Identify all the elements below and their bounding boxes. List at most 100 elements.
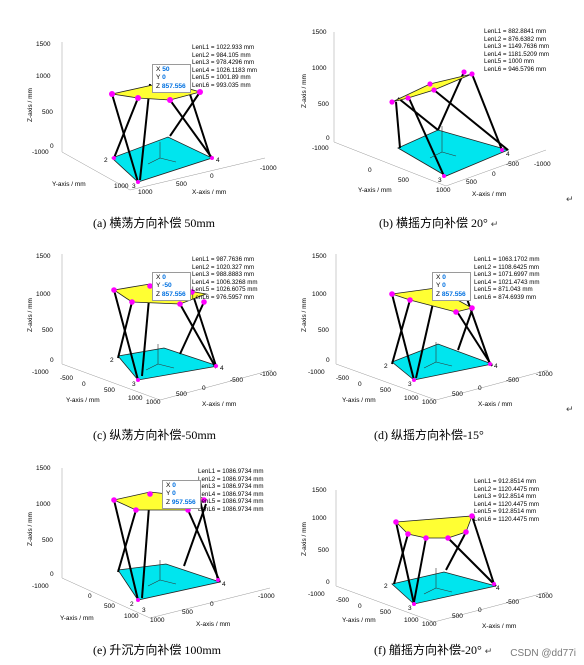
svg-text:-1000: -1000 [32, 583, 49, 590]
svg-text:1000: 1000 [312, 291, 327, 298]
svg-text:500: 500 [176, 181, 187, 188]
svg-text:-1000: -1000 [32, 149, 49, 156]
svg-text:0: 0 [210, 601, 214, 608]
svg-text:500: 500 [42, 537, 53, 544]
svg-text:3: 3 [142, 607, 146, 614]
joints [111, 283, 218, 382]
svg-text:500: 500 [104, 603, 115, 610]
caption-a: (a) 横荡方向补偿 50mm [93, 216, 215, 230]
svg-text:3: 3 [408, 605, 412, 612]
svg-text:-500: -500 [506, 377, 519, 384]
plot-b: Z-axis / mm 1500 1000 500 0 -1000 0 500 Y-a… [301, 29, 551, 198]
datatip-e: X 0 Y 0 Z 957.556 [162, 480, 201, 510]
panel-d: Z-axis / mm 1500 1000 500 0 -1000 -500 0 500… [296, 246, 576, 451]
svg-text:1000: 1000 [422, 399, 437, 406]
length-readout-e: LenL1 = 1086.9734 mm LenL2 = 1086.9734 mm… [198, 468, 264, 513]
svg-text:0: 0 [88, 593, 92, 600]
svg-text:0: 0 [368, 167, 372, 174]
length-readout-a: LenL1 = 1022.933 mm LenL2 = 984.105 mm Len… [192, 44, 258, 89]
panel-f: Z-axis / mm 1500 1000 500 0 -1000 -500 0 500… [296, 460, 576, 665]
legs [111, 83, 213, 183]
svg-text:-1000: -1000 [258, 593, 275, 600]
svg-text:2: 2 [130, 601, 134, 608]
svg-text:-1000: -1000 [308, 591, 325, 598]
svg-text:500: 500 [380, 387, 391, 394]
caption-c: (c) 纵荡方向补偿-50mm [93, 428, 216, 442]
svg-text:-500: -500 [336, 597, 349, 604]
svg-text:Z-axis / mm: Z-axis / mm [301, 74, 308, 108]
svg-text:X-axis / mm: X-axis / mm [482, 623, 516, 630]
svg-text:1000: 1000 [146, 399, 161, 406]
svg-text:1500: 1500 [36, 41, 51, 48]
return-mark: ↵ [566, 194, 574, 204]
svg-text:500: 500 [318, 327, 329, 334]
svg-text:0: 0 [358, 603, 362, 610]
svg-text:0: 0 [478, 385, 482, 392]
svg-text:1000: 1000 [422, 621, 437, 628]
svg-text:2: 2 [384, 363, 388, 370]
svg-text:1500: 1500 [312, 487, 327, 494]
svg-text:X-axis / mm: X-axis / mm [478, 401, 512, 408]
legs [393, 515, 497, 605]
svg-text:1500: 1500 [312, 253, 327, 260]
caption-e: (e) 升沉方向补偿 100mm [93, 643, 221, 657]
svg-text:1000: 1000 [36, 291, 51, 298]
svg-text:Z-axis / mm: Z-axis / mm [27, 298, 34, 332]
svg-text:1000: 1000 [124, 613, 139, 620]
joints [389, 69, 504, 178]
svg-text:4: 4 [506, 151, 510, 158]
svg-text:4: 4 [220, 365, 224, 372]
svg-text:Y-axis / mm: Y-axis / mm [342, 617, 376, 624]
top-platform [391, 73, 473, 103]
svg-text:500: 500 [318, 101, 329, 108]
svg-text:3: 3 [132, 183, 136, 190]
svg-text:1000: 1000 [312, 515, 327, 522]
svg-text:500: 500 [104, 387, 115, 394]
svg-text:1000: 1000 [404, 617, 419, 624]
svg-text:-500: -500 [506, 599, 519, 606]
svg-text:0: 0 [202, 385, 206, 392]
svg-text:1000: 1000 [404, 395, 419, 402]
svg-text:Z-axis / mm: Z-axis / mm [27, 512, 34, 546]
legs [113, 493, 221, 601]
svg-text:500: 500 [380, 609, 391, 616]
svg-text:-500: -500 [336, 375, 349, 382]
panel-b: Z-axis / mm 1500 1000 500 0 -1000 0 500 Y-a… [296, 24, 576, 229]
svg-text:0: 0 [82, 381, 86, 388]
svg-text:4: 4 [494, 363, 498, 370]
svg-text:500: 500 [42, 109, 53, 116]
svg-text:500: 500 [466, 179, 477, 186]
panel-a: Z-axis / mm 1500 1000 500 0 -1000 2 1000 Y-… [20, 30, 300, 235]
plot-a: Z-axis / mm 1500 1000 500 0 -1000 2 1000 Y-… [27, 41, 277, 196]
svg-text:0: 0 [492, 171, 496, 178]
svg-text:-1000: -1000 [260, 165, 277, 172]
svg-text:4: 4 [496, 585, 500, 592]
svg-text:Z-axis / mm: Z-axis / mm [301, 522, 308, 556]
plot-f: Z-axis / mm 1500 1000 500 0 -1000 -500 0 500… [301, 487, 553, 630]
svg-text:3: 3 [408, 381, 412, 388]
svg-text:0: 0 [326, 357, 330, 364]
svg-text:-1000: -1000 [536, 593, 553, 600]
zlabel-a: Z-axis / mm [27, 88, 34, 122]
legs [395, 71, 509, 177]
svg-text:-1000: -1000 [312, 145, 329, 152]
svg-text:Y-axis / mm: Y-axis / mm [358, 187, 392, 194]
joints [393, 513, 496, 606]
svg-text:1000: 1000 [114, 183, 129, 190]
svg-text:-500: -500 [60, 375, 73, 382]
caption-f: (f) 艏摇方向补偿-20° ↵ [374, 643, 493, 657]
svg-text:500: 500 [398, 177, 409, 184]
svg-text:-1000: -1000 [32, 369, 49, 376]
caption-b: (b) 横摇方向补偿 20° ↵ [379, 216, 499, 230]
svg-text:1500: 1500 [36, 253, 51, 260]
svg-text:1000: 1000 [150, 617, 165, 624]
svg-text:0: 0 [358, 381, 362, 388]
svg-text:-500: -500 [230, 377, 243, 384]
watermark: CSDN @dd77i [510, 648, 576, 659]
svg-text:0: 0 [50, 571, 54, 578]
svg-text:X-axis / mm: X-axis / mm [192, 189, 226, 196]
length-readout-f: LenL1 = 912.8514 mm LenL2 = 1120.4475 mm L… [474, 478, 540, 523]
svg-text:Y-axis / mm: Y-axis / mm [60, 615, 94, 622]
length-readout-c: LenL1 = 987.7636 mm LenL2 = 1020.327 mm Le… [192, 256, 258, 301]
